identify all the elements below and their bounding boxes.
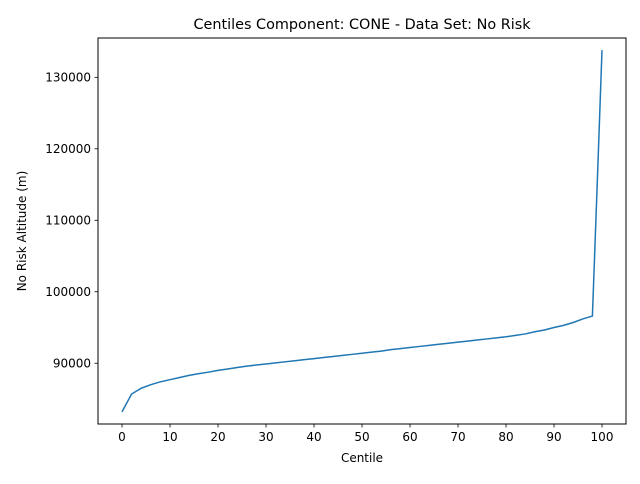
x-tick-label: 60 [402,430,417,444]
x-tick-label: 100 [591,430,614,444]
x-tick-label: 50 [354,430,369,444]
x-tick-label: 40 [306,430,321,444]
y-axis-ticks: 90000 100000 110000 120000 130000 [45,71,98,371]
x-tick-label: 20 [210,430,225,444]
x-axis-label: Centile [341,451,383,465]
y-axis-label: No Risk Altitude (m) [15,171,29,292]
y-tick-label: 90000 [53,357,91,371]
x-tick-label: 0 [118,430,126,444]
y-tick-label: 130000 [45,71,91,85]
y-tick-label: 120000 [45,142,91,156]
chart-title: Centiles Component: CONE - Data Set: No … [193,17,531,33]
series-layer [121,50,603,413]
y-tick-label: 110000 [45,214,91,228]
plot-frame [97,37,627,425]
series-line-0 [121,50,603,413]
x-tick-label: 30 [258,430,273,444]
x-tick-label: 80 [498,430,513,444]
x-axis-ticks: 0 10 20 30 40 50 60 70 80 90 100 [118,424,613,444]
x-tick-label: 70 [450,430,465,444]
y-tick-label: 100000 [45,285,91,299]
plot-area [98,38,626,424]
x-tick-label: 10 [162,430,177,444]
x-tick-label: 90 [546,430,561,444]
